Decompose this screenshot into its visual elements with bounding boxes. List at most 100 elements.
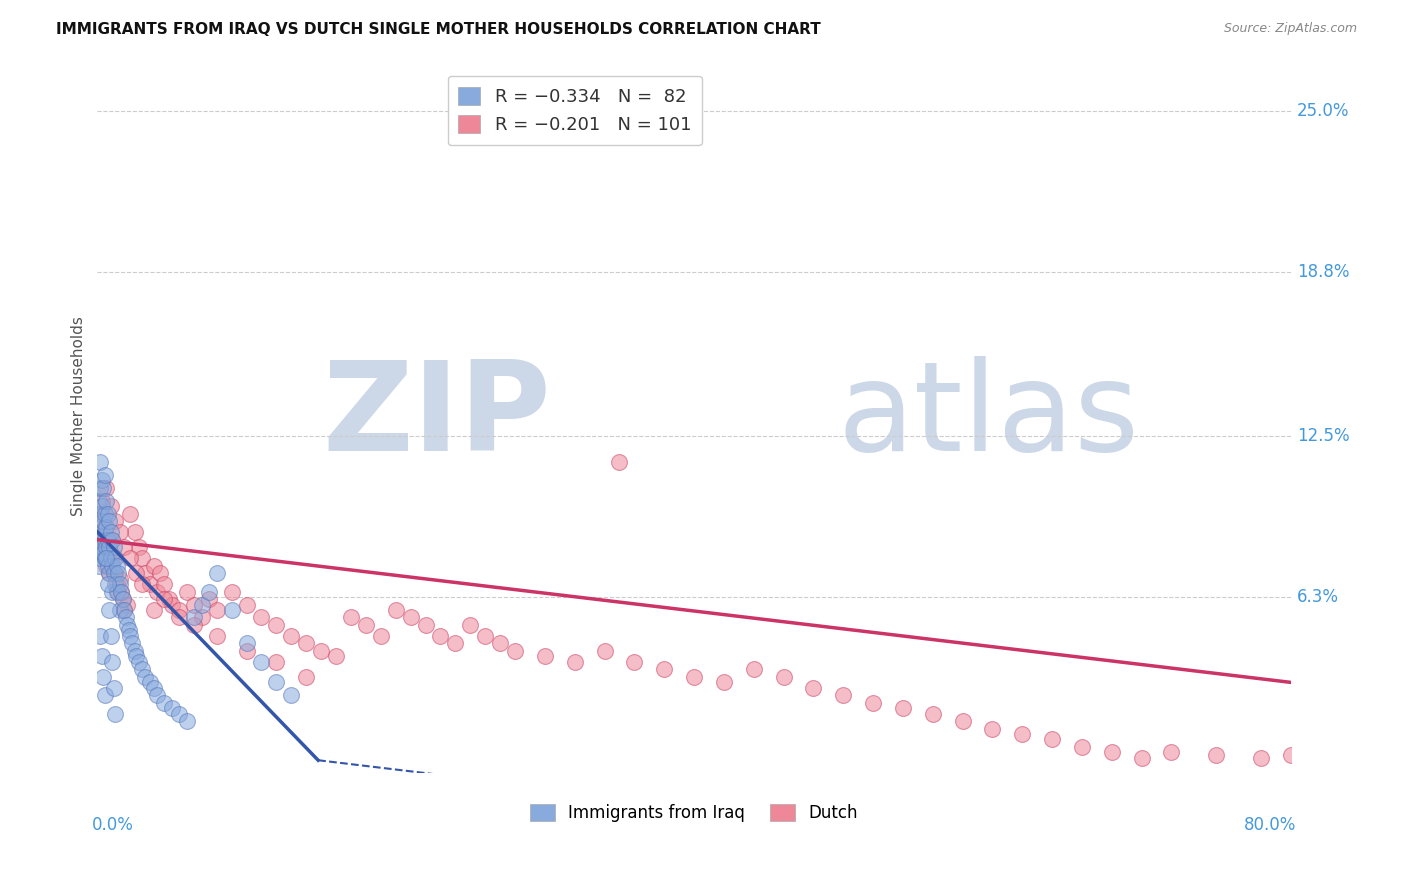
Point [250, 610, 273, 624]
Point [96, 541, 118, 555]
Point [104, 576, 127, 591]
Point [108, 524, 131, 539]
Point [100, 546, 122, 560]
Point [94, 519, 117, 533]
Point [280, 689, 302, 703]
Point [280, 629, 302, 643]
Point [235, 644, 257, 658]
Point [124, 524, 146, 539]
Point [183, 610, 205, 624]
Point [101, 558, 124, 573]
Point [90, 541, 112, 555]
Point [921, 706, 943, 721]
Point [191, 610, 214, 624]
Point [97, 550, 120, 565]
Point [429, 629, 451, 643]
Point [325, 649, 347, 664]
Point [105, 584, 128, 599]
Point [143, 558, 166, 573]
Point [96, 550, 118, 565]
Point [593, 644, 616, 658]
Point [89, 541, 111, 555]
Point [111, 592, 134, 607]
Point [952, 714, 974, 729]
Point [772, 670, 794, 684]
Point [1011, 727, 1033, 741]
Point [104, 550, 127, 565]
Text: IMMIGRANTS FROM IRAQ VS DUTCH SINGLE MOTHER HOUSEHOLDS CORRELATION CHART: IMMIGRANTS FROM IRAQ VS DUTCH SINGLE MOT… [56, 22, 821, 37]
Point [205, 566, 228, 581]
Point [98, 541, 121, 555]
Text: Source: ZipAtlas.com: Source: ZipAtlas.com [1223, 22, 1357, 36]
Point [458, 618, 481, 632]
Point [198, 592, 221, 607]
Point [108, 572, 131, 586]
Point [803, 681, 825, 695]
Point [1040, 732, 1063, 747]
Point [112, 541, 135, 555]
Point [96, 541, 118, 555]
Point [1130, 750, 1153, 764]
Point [103, 541, 125, 555]
Point [104, 706, 127, 721]
Point [97, 533, 120, 547]
Point [87, 493, 110, 508]
Point [340, 610, 363, 624]
Point [90, 499, 112, 513]
Point [105, 576, 128, 591]
Point [108, 603, 131, 617]
Point [103, 681, 125, 695]
Point [191, 598, 214, 612]
Y-axis label: Single Mother Households: Single Mother Households [72, 317, 86, 516]
Point [94, 507, 117, 521]
Point [1101, 746, 1123, 760]
Point [90, 473, 112, 487]
Point [118, 624, 141, 638]
Point [169, 706, 191, 721]
Point [399, 610, 422, 624]
Point [160, 701, 183, 715]
Point [503, 644, 526, 658]
Point [103, 566, 125, 581]
Point [96, 493, 118, 508]
Point [100, 524, 122, 539]
Point [176, 584, 198, 599]
Point [266, 618, 288, 632]
Point [94, 550, 117, 565]
Point [87, 524, 110, 539]
Point [110, 584, 132, 599]
Point [652, 662, 675, 676]
Point [100, 499, 122, 513]
Point [1279, 747, 1302, 762]
Point [221, 584, 243, 599]
Point [183, 598, 205, 612]
Point [125, 649, 148, 664]
Point [143, 603, 166, 617]
Point [138, 576, 160, 591]
Point [146, 689, 169, 703]
Point [87, 546, 110, 560]
Point [713, 675, 735, 690]
Point [131, 550, 153, 565]
Point [89, 481, 111, 495]
Point [266, 655, 288, 669]
Point [91, 546, 114, 560]
Point [134, 566, 156, 581]
Point [104, 566, 127, 581]
Point [104, 515, 127, 529]
Point [146, 584, 169, 599]
Point [981, 722, 1004, 736]
Point [90, 649, 112, 664]
Point [384, 603, 406, 617]
Point [354, 618, 377, 632]
Text: 25.0%: 25.0% [1296, 103, 1350, 120]
Point [169, 610, 191, 624]
Text: atlas: atlas [837, 356, 1139, 477]
Point [489, 636, 512, 650]
Point [124, 644, 146, 658]
Point [105, 558, 128, 573]
Point [862, 696, 884, 710]
Point [97, 507, 120, 521]
Point [94, 689, 117, 703]
Point [97, 576, 120, 591]
